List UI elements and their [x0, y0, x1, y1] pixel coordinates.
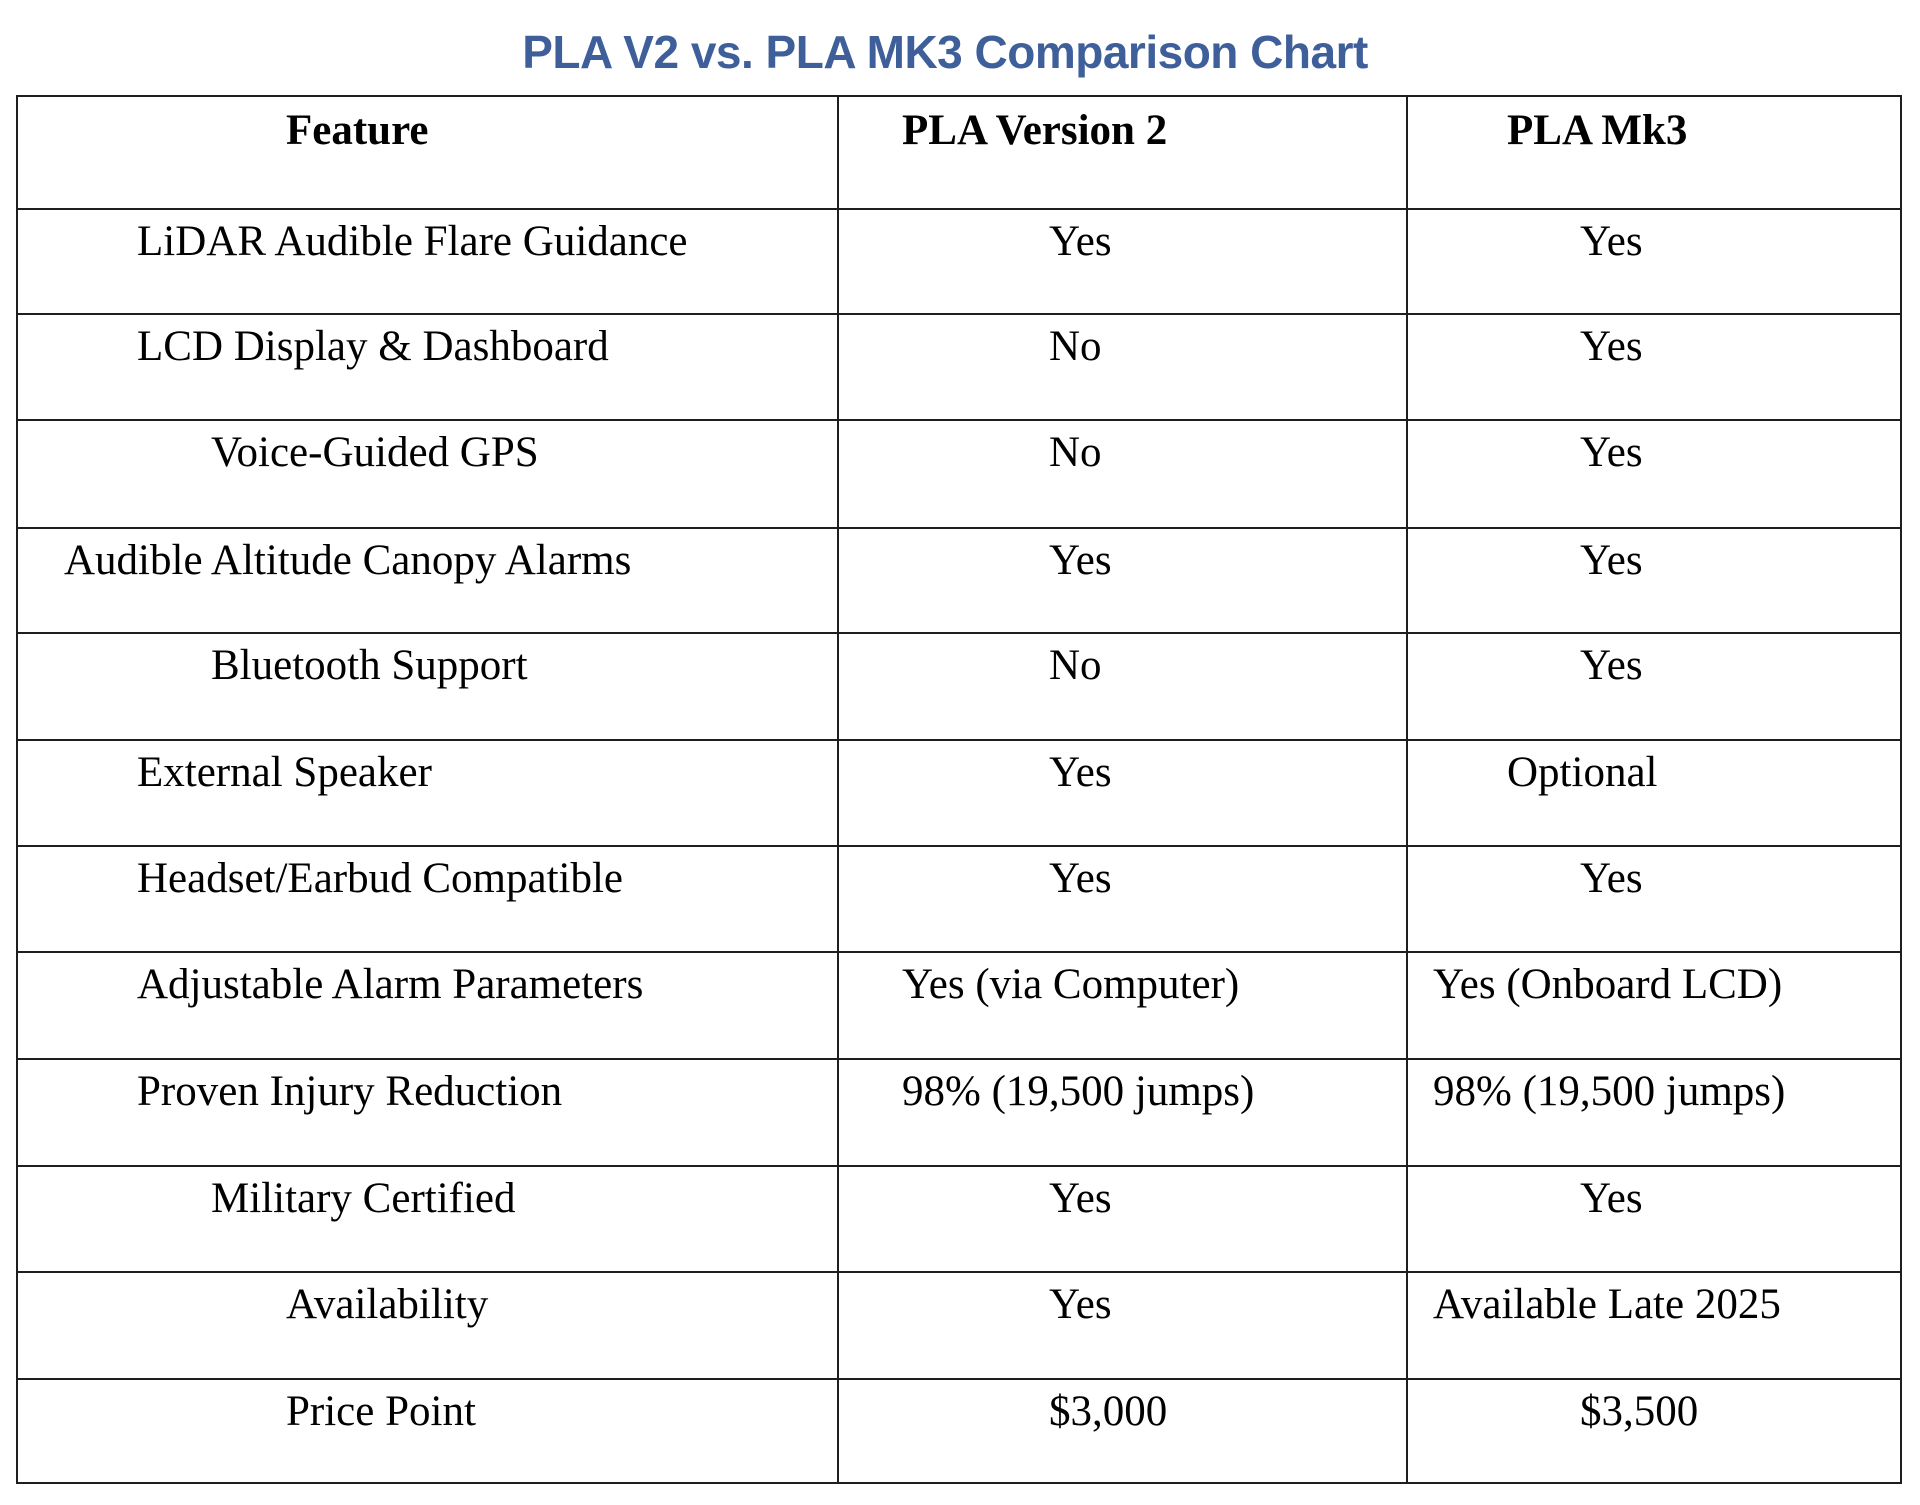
mk3-cell: Optional: [1408, 741, 1900, 845]
table-row: Availability Yes Available Late 2025: [18, 1273, 1900, 1380]
v2-cell: Yes: [839, 1273, 1408, 1378]
v2-value: Yes: [1049, 218, 1112, 265]
table-row: Voice-Guided GPS No Yes: [18, 421, 1900, 529]
mk3-cell: Yes: [1408, 421, 1900, 527]
v2-cell: Yes: [839, 1167, 1408, 1271]
header-cell-feature: Feature: [18, 97, 839, 208]
mk3-value: Yes: [1580, 323, 1643, 370]
table-row: Adjustable Alarm Parameters Yes (via Com…: [18, 953, 1900, 1060]
v2-cell: Yes: [839, 210, 1408, 313]
mk3-cell: Available Late 2025: [1408, 1273, 1900, 1378]
feature-label: Availability: [286, 1281, 489, 1328]
table-row: LiDAR Audible Flare Guidance Yes Yes: [18, 210, 1900, 315]
mk3-cell: Yes: [1408, 210, 1900, 313]
v2-value: Yes: [1049, 855, 1112, 902]
feature-label: Proven Injury Reduction: [137, 1068, 563, 1115]
mk3-value: Yes: [1580, 642, 1643, 689]
mk3-value: Yes: [1580, 429, 1643, 476]
header-pla-mk3: PLA Mk3: [1507, 107, 1688, 154]
feature-label: Adjustable Alarm Parameters: [137, 961, 644, 1008]
table-header-row: Feature PLA Version 2 PLA Mk3: [18, 97, 1900, 210]
comparison-table: Feature PLA Version 2 PLA Mk3 LiDAR Audi…: [16, 95, 1902, 1484]
feature-cell: Adjustable Alarm Parameters: [18, 953, 839, 1058]
feature-cell: LCD Display & Dashboard: [18, 315, 839, 419]
mk3-cell: Yes: [1408, 847, 1900, 951]
v2-cell: Yes: [839, 741, 1408, 845]
mk3-value: 98% (19,500 jumps): [1433, 1068, 1786, 1115]
page-title: PLA V2 vs. PLA MK3 Comparison Chart: [522, 26, 1368, 78]
header-pla-version-2: PLA Version 2: [902, 107, 1168, 154]
mk3-value: Yes: [1580, 1175, 1643, 1222]
v2-value: Yes (via Computer): [902, 961, 1240, 1008]
v2-value: Yes: [1049, 1281, 1112, 1328]
mk3-cell: $3,500: [1408, 1380, 1900, 1484]
v2-value: Yes: [1049, 537, 1112, 584]
v2-cell: 98% (19,500 jumps): [839, 1060, 1408, 1165]
v2-cell: Yes: [839, 847, 1408, 951]
feature-cell: External Speaker: [18, 741, 839, 845]
v2-value: No: [1049, 429, 1102, 476]
feature-cell: Proven Injury Reduction: [18, 1060, 839, 1165]
feature-cell: Price Point: [18, 1380, 839, 1484]
header-cell-v2: PLA Version 2: [839, 97, 1408, 208]
feature-label: Military Certified: [211, 1175, 516, 1222]
mk3-value: Yes: [1580, 218, 1643, 265]
feature-label: Bluetooth Support: [211, 642, 528, 689]
table-row: Bluetooth Support No Yes: [18, 634, 1900, 741]
v2-value: 98% (19,500 jumps): [902, 1068, 1255, 1115]
mk3-value: Yes (Onboard LCD): [1433, 961, 1783, 1008]
v2-cell: No: [839, 315, 1408, 419]
feature-cell: Audible Altitude Canopy Alarms: [18, 529, 839, 632]
mk3-cell: Yes: [1408, 315, 1900, 419]
feature-cell: Headset/Earbud Compatible: [18, 847, 839, 951]
feature-cell: Voice-Guided GPS: [18, 421, 839, 527]
feature-label: Voice-Guided GPS: [211, 429, 539, 476]
mk3-value: Optional: [1507, 749, 1658, 796]
mk3-value: Available Late 2025: [1433, 1281, 1781, 1328]
v2-value: Yes: [1049, 749, 1112, 796]
v2-cell: No: [839, 634, 1408, 739]
v2-cell: No: [839, 421, 1408, 527]
v2-value: No: [1049, 323, 1102, 370]
table-row: Proven Injury Reduction 98% (19,500 jump…: [18, 1060, 1900, 1167]
v2-cell: Yes (via Computer): [839, 953, 1408, 1058]
feature-cell: Availability: [18, 1273, 839, 1378]
header-feature: Feature: [286, 107, 429, 154]
table-row: Headset/Earbud Compatible Yes Yes: [18, 847, 1900, 953]
table-row: Military Certified Yes Yes: [18, 1167, 1900, 1273]
mk3-value: Yes: [1580, 855, 1643, 902]
mk3-cell: Yes: [1408, 634, 1900, 739]
table-row: Audible Altitude Canopy Alarms Yes Yes: [18, 529, 1900, 634]
mk3-value: Yes: [1580, 537, 1643, 584]
mk3-cell: Yes (Onboard LCD): [1408, 953, 1900, 1058]
feature-cell: Military Certified: [18, 1167, 839, 1271]
mk3-cell: 98% (19,500 jumps): [1408, 1060, 1900, 1165]
feature-label: Price Point: [286, 1388, 476, 1435]
v2-value: No: [1049, 642, 1102, 689]
feature-cell: LiDAR Audible Flare Guidance: [18, 210, 839, 313]
v2-value: Yes: [1049, 1175, 1112, 1222]
feature-label: Headset/Earbud Compatible: [137, 855, 623, 902]
table-row: Price Point $3,000 $3,500: [18, 1380, 1900, 1484]
v2-cell: $3,000: [839, 1380, 1408, 1484]
header-cell-mk3: PLA Mk3: [1408, 97, 1900, 208]
mk3-value: $3,500: [1580, 1388, 1699, 1435]
v2-value: $3,000: [1049, 1388, 1168, 1435]
mk3-cell: Yes: [1408, 529, 1900, 632]
table-row: LCD Display & Dashboard No Yes: [18, 315, 1900, 421]
feature-label: LiDAR Audible Flare Guidance: [137, 218, 688, 265]
feature-label: External Speaker: [137, 749, 432, 796]
table-row: External Speaker Yes Optional: [18, 741, 1900, 847]
feature-label: LCD Display & Dashboard: [137, 323, 609, 370]
feature-label: Audible Altitude Canopy Alarms: [64, 537, 632, 584]
mk3-cell: Yes: [1408, 1167, 1900, 1271]
feature-cell: Bluetooth Support: [18, 634, 839, 739]
v2-cell: Yes: [839, 529, 1408, 632]
